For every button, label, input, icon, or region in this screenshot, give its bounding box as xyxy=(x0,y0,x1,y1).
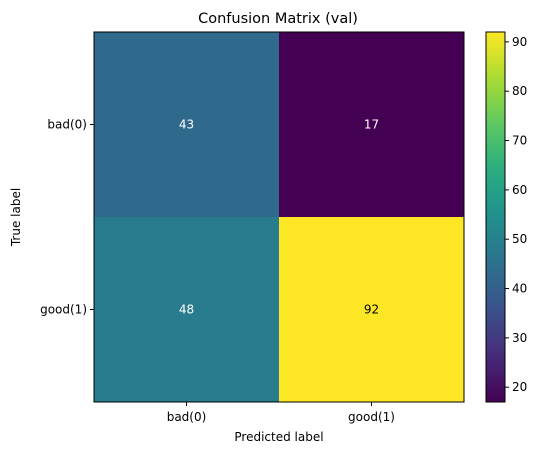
colorbar-tick-label: 30 xyxy=(512,331,527,345)
x-tick-label: bad(0) xyxy=(167,410,207,424)
cell-1-1 xyxy=(279,217,464,402)
y-tick-label: bad(0) xyxy=(47,118,87,132)
colorbar-tick-label: 40 xyxy=(512,282,527,296)
colorbar-tick-label: 90 xyxy=(512,35,527,49)
cell-value-0-0: 43 xyxy=(179,118,194,132)
colorbar-tick-label: 60 xyxy=(512,183,527,197)
plot-frame xyxy=(93,31,465,403)
colorbar-tick-label: 20 xyxy=(512,380,527,394)
colorbar-tick-label: 80 xyxy=(512,84,527,98)
cell-value-0-1: 17 xyxy=(364,118,379,132)
x-tick-label: good(1) xyxy=(348,410,395,424)
colorbar-tick-label: 50 xyxy=(512,232,527,246)
y-tick-label: good(1) xyxy=(40,303,87,317)
y-axis-label: True label xyxy=(9,188,23,247)
cell-0-1 xyxy=(279,32,464,217)
x-axis-label: Predicted label xyxy=(234,430,323,444)
cell-value-1-1: 92 xyxy=(364,303,379,317)
chart-title: Confusion Matrix (val) xyxy=(198,11,358,27)
cell-0-0 xyxy=(94,32,279,217)
cell-1-0 xyxy=(94,217,279,402)
colorbar xyxy=(485,31,506,403)
colorbar-tick-label: 70 xyxy=(512,134,527,148)
cell-value-1-0: 48 xyxy=(179,303,194,317)
